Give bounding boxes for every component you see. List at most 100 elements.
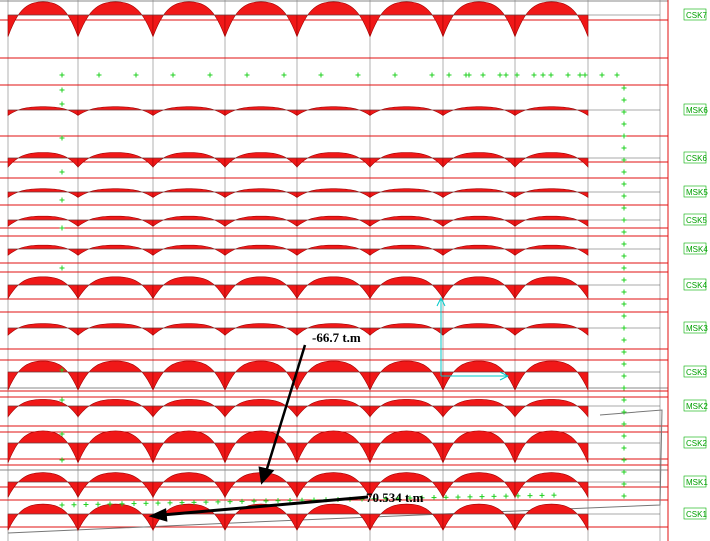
strip-label: MSK6	[686, 106, 708, 115]
moment-curve	[224, 1, 298, 37]
moment-curve	[152, 188, 226, 198]
moment-curve	[442, 503, 516, 531]
slab-edge	[7, 409, 663, 534]
moment-curve	[152, 244, 226, 256]
moment-curve	[369, 152, 444, 168]
moment-curve	[7, 1, 79, 37]
moment-curve	[369, 106, 444, 116]
moment-curve	[296, 1, 371, 37]
label-box	[683, 103, 707, 116]
label-box	[683, 151, 707, 164]
moment-curve	[7, 152, 79, 168]
moment-curve	[514, 360, 589, 391]
moment-curve	[296, 106, 371, 116]
moment-curve	[224, 276, 298, 300]
moment-curve	[442, 472, 516, 499]
moment-curve	[514, 106, 589, 116]
leader-line	[161, 495, 369, 517]
moment-curve	[442, 323, 516, 336]
moment-curve	[152, 360, 226, 391]
moment-curve	[224, 106, 298, 116]
moment-curve	[77, 152, 154, 168]
moment-curve	[296, 152, 371, 168]
label-box	[683, 8, 707, 21]
strip-labels: CSK7 MSK6 CSK6 MSK5 CSK5 MSK4 CSK4 MSK3 CSK3 MSK2…	[683, 8, 708, 520]
moment-curve	[77, 188, 154, 198]
moment-curve	[514, 215, 589, 227]
label-box	[683, 475, 707, 488]
moment-curve	[514, 472, 589, 499]
strip-label: MSK2	[686, 402, 708, 411]
moment-curve	[369, 323, 444, 336]
moment-curve	[442, 152, 516, 168]
strip-label: CSK4	[686, 281, 707, 290]
moment-curve	[77, 1, 154, 37]
moment-curve	[152, 1, 226, 37]
moment-curve	[7, 244, 79, 256]
moment-curve	[369, 276, 444, 300]
moment-curve	[7, 360, 79, 391]
moment-curve	[442, 1, 516, 37]
moment-curve	[77, 215, 154, 227]
strip-label: MSK4	[686, 245, 708, 254]
moment-curve	[514, 276, 589, 300]
moment-curve	[7, 188, 79, 198]
moment-curve	[224, 323, 298, 336]
moment-curve	[7, 472, 79, 498]
ucs-icon	[436, 296, 510, 381]
strip-label: CSK1	[686, 510, 707, 519]
moment-curve	[224, 360, 298, 391]
strip-label: MSK3	[686, 324, 708, 333]
grid	[0, 0, 669, 541]
moment-curve	[224, 430, 298, 463]
moment-curve	[224, 244, 298, 256]
moment-curve	[514, 323, 589, 336]
moment-curve	[152, 276, 226, 300]
moment-curve	[77, 360, 154, 391]
moment-curve	[152, 472, 226, 499]
moment-curve	[224, 188, 298, 198]
leader-arrow	[258, 466, 275, 485]
moment-curve	[77, 399, 154, 418]
moment-curve	[442, 244, 516, 256]
moment-curve	[369, 244, 444, 256]
moment-curve	[369, 430, 444, 463]
moment-curve	[7, 503, 79, 531]
moment-curve	[442, 215, 516, 227]
moment-curve	[369, 188, 444, 198]
label-box	[683, 213, 707, 226]
moment-curve	[7, 276, 79, 300]
annotation: -66.7 t.m	[312, 330, 361, 345]
moment-curve	[296, 244, 371, 256]
ucs-x-arrow	[499, 371, 510, 381]
moment-curve	[152, 106, 226, 116]
leaders	[148, 344, 369, 522]
strip-label: CSK2	[686, 439, 707, 448]
strip-label: CSK5	[686, 216, 707, 225]
strip-label: MSK5	[686, 188, 708, 197]
label-box	[683, 365, 707, 378]
moment-curve	[7, 323, 79, 336]
moment-curve	[7, 430, 79, 463]
moment-curve	[442, 430, 516, 463]
moment-curve	[296, 276, 371, 300]
label-box	[683, 242, 707, 255]
label-box	[683, 399, 707, 412]
moment-curve	[224, 215, 298, 227]
moment-curve	[442, 276, 516, 300]
label-box	[683, 185, 707, 198]
moment-curve	[296, 215, 371, 227]
label-box	[683, 278, 707, 291]
moment-curve	[296, 399, 371, 418]
moment-curve	[77, 276, 154, 300]
strip-label: CSK7	[686, 11, 707, 20]
moment-curve	[442, 399, 516, 418]
moment-curve	[77, 106, 154, 116]
annotation: 70.534 t.m	[366, 490, 424, 505]
markers	[59, 72, 627, 508]
moment-curve	[369, 215, 444, 227]
label-box	[683, 321, 707, 334]
strip-label: CSK6	[686, 154, 707, 163]
moment-curve	[7, 106, 79, 116]
moment-curve	[296, 188, 371, 198]
